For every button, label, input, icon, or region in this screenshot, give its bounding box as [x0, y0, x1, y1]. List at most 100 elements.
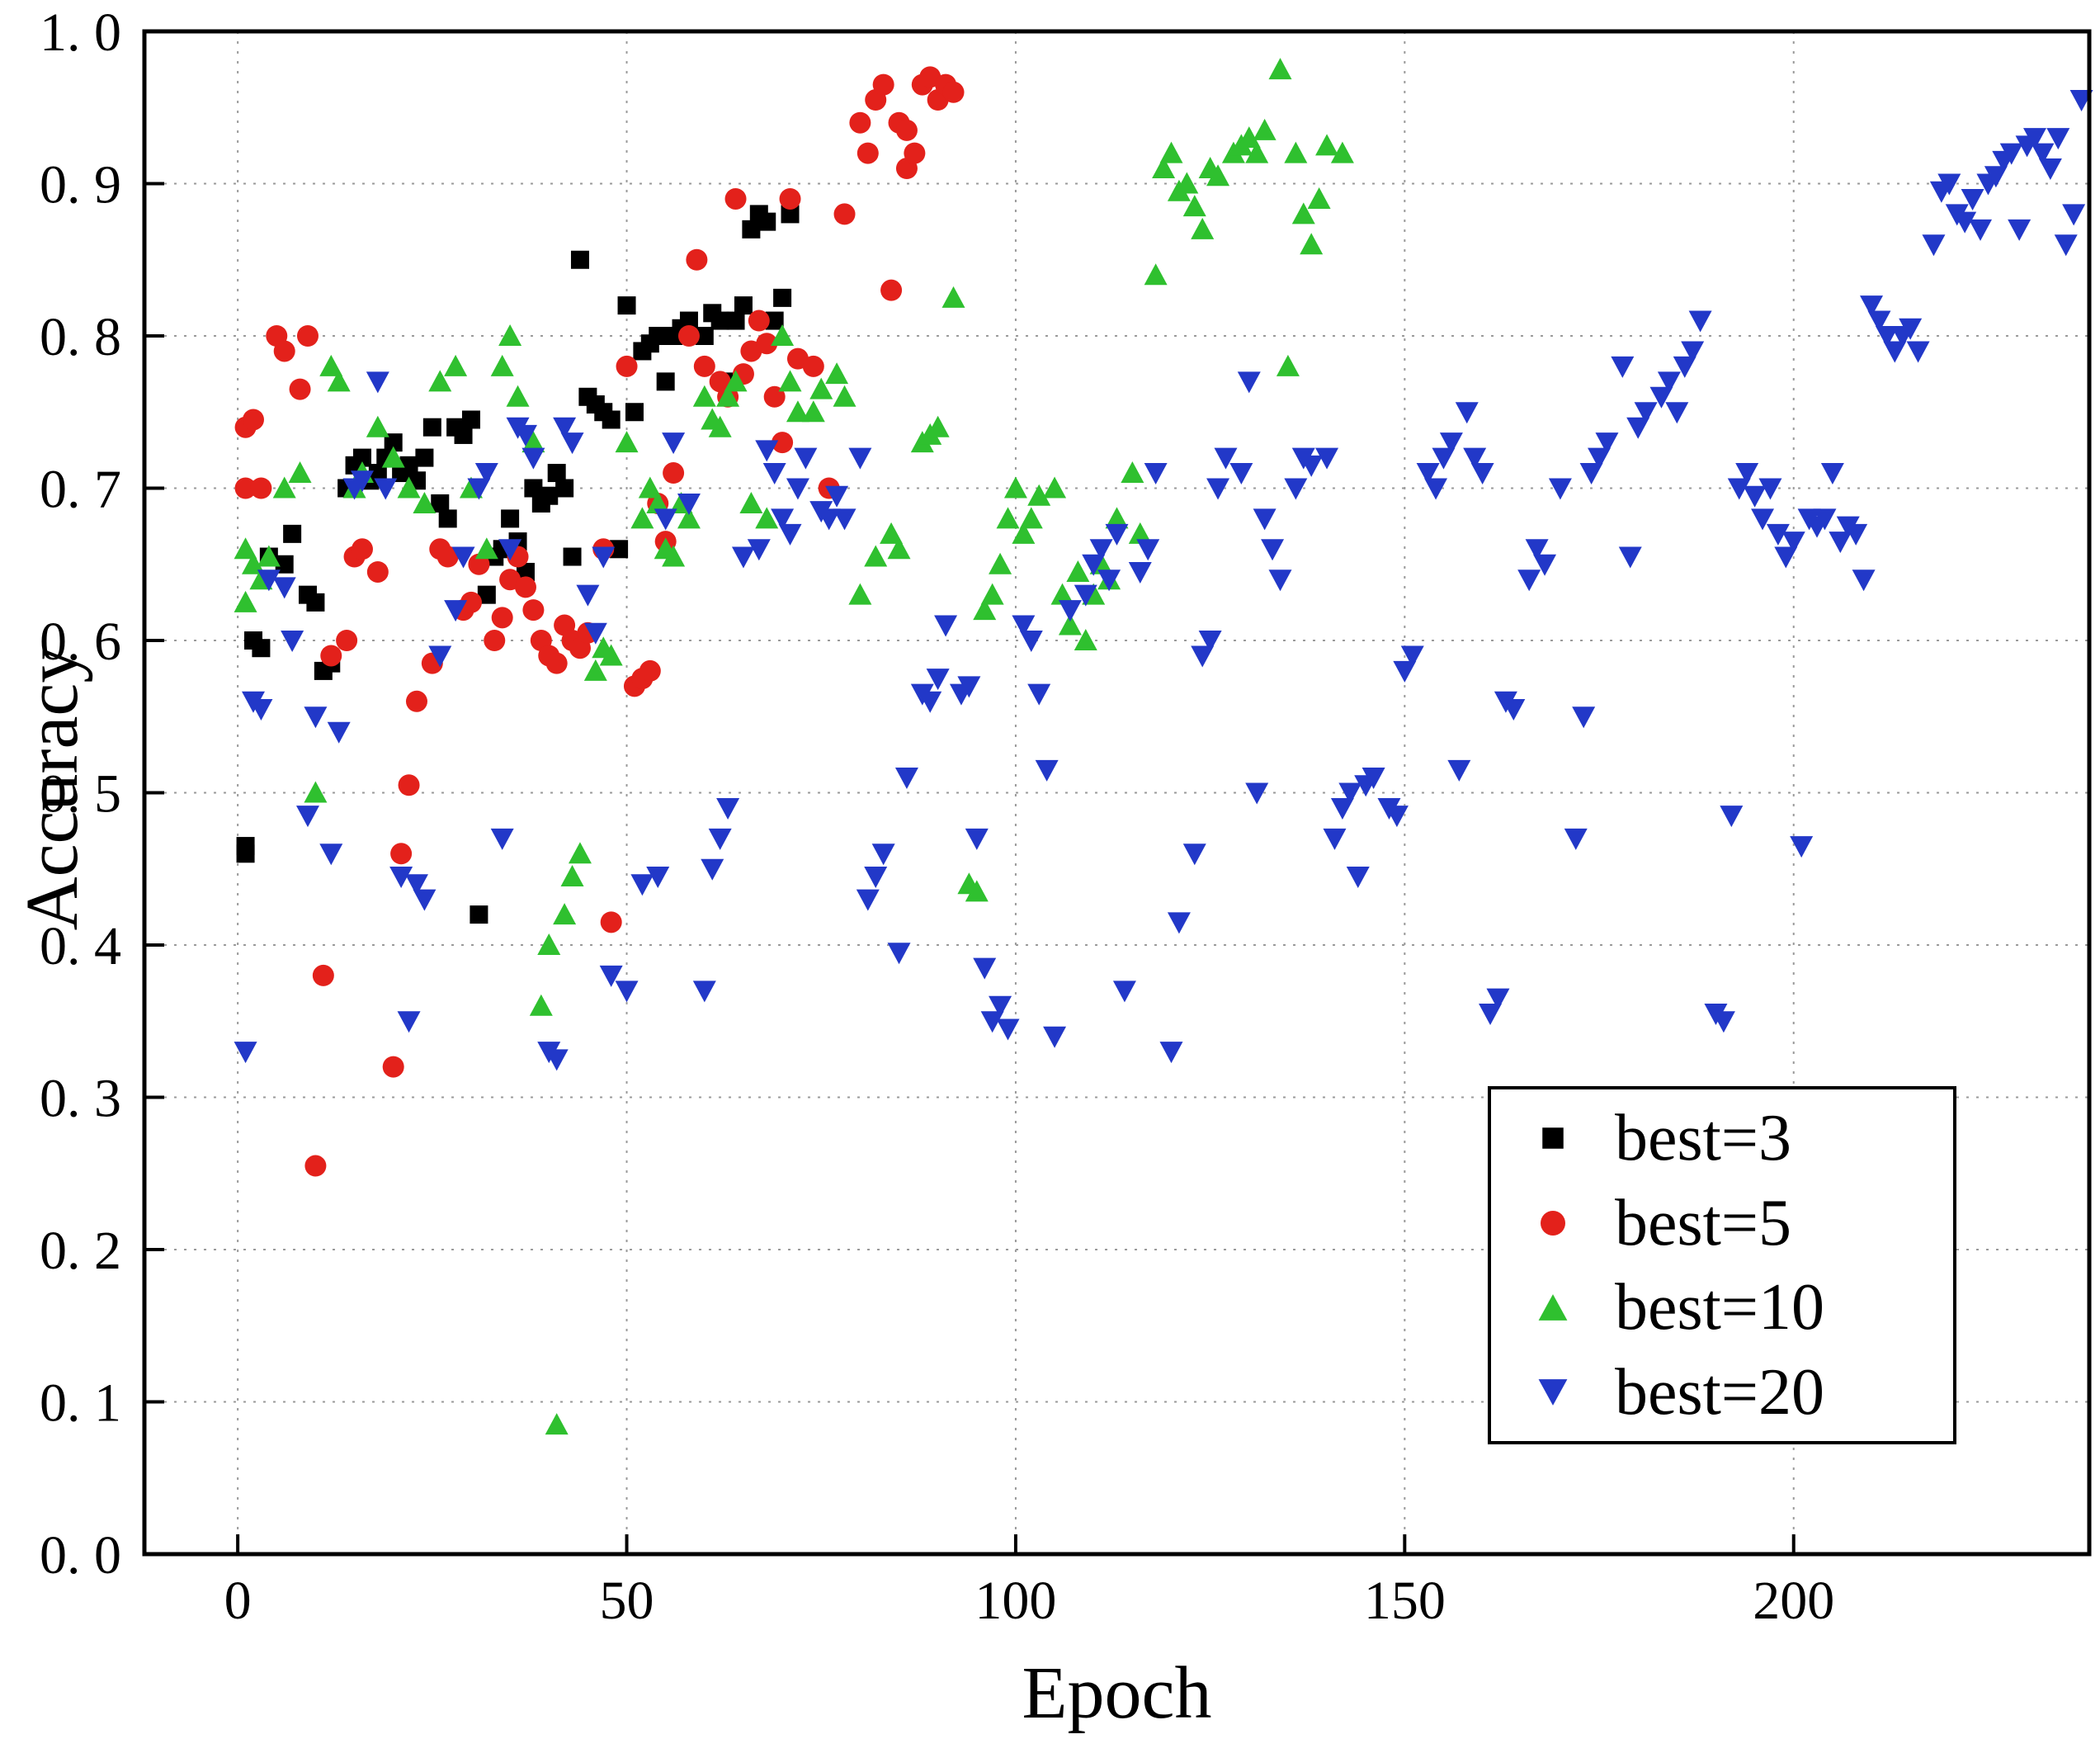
data-point-best-5 — [724, 187, 747, 210]
data-point-best-20 — [413, 889, 437, 911]
data-point-best-3 — [501, 509, 520, 528]
legend-item-best-20: best=20 — [1491, 1351, 1953, 1434]
data-point-best-20 — [716, 797, 740, 820]
data-point-best-20 — [366, 371, 389, 394]
data-point-best-3 — [617, 296, 636, 315]
data-point-best-10 — [755, 507, 779, 529]
data-point-best-10 — [444, 354, 468, 376]
data-point-best-3 — [695, 327, 714, 345]
data-point-best-10 — [1307, 187, 1331, 209]
data-point-best-10 — [926, 415, 950, 437]
data-point-best-20 — [1416, 463, 1440, 485]
data-point-best-10 — [1027, 484, 1051, 506]
data-point-best-5 — [398, 774, 420, 796]
data-point-best-10 — [973, 598, 997, 621]
data-point-best-5 — [748, 310, 770, 332]
data-point-best-10 — [771, 324, 795, 346]
data-point-best-20 — [257, 569, 281, 592]
data-point-best-10 — [1050, 583, 1074, 605]
data-point-best-10 — [1121, 461, 1144, 484]
data-point-best-10 — [304, 781, 328, 803]
data-point-best-20 — [1237, 371, 1261, 394]
data-point-best-20 — [864, 866, 888, 888]
data-point-best-3 — [602, 410, 621, 429]
data-point-best-5 — [779, 187, 801, 210]
data-point-best-20 — [2031, 143, 2055, 165]
data-point-best-20 — [1074, 584, 1097, 607]
data-point-best-20 — [1432, 447, 1456, 470]
data-point-best-3 — [384, 433, 403, 452]
y-tick-label: 1. 0 — [40, 2, 121, 63]
data-point-best-20 — [1595, 432, 1619, 455]
data-point-best-20 — [553, 417, 577, 439]
data-point-best-20 — [1720, 806, 1744, 828]
data-point-best-10 — [428, 370, 452, 392]
data-point-best-5 — [320, 645, 342, 667]
data-point-best-20 — [934, 615, 958, 637]
legend-label-best-10: best=10 — [1615, 1271, 1824, 1344]
data-point-best-20 — [1300, 455, 1324, 477]
data-point-best-10 — [1253, 118, 1277, 140]
x-tick-label: 200 — [1753, 1571, 1834, 1631]
circle-marker-icon — [1491, 1208, 1615, 1238]
data-point-best-20 — [1969, 219, 1993, 241]
data-point-best-20 — [2008, 219, 2032, 241]
data-point-best-10 — [545, 1413, 569, 1435]
data-point-best-20 — [1999, 143, 2023, 165]
data-point-best-20 — [1191, 645, 1215, 668]
data-point-best-3 — [415, 448, 434, 467]
y-tick-label: 0. 3 — [40, 1069, 121, 1129]
data-point-best-10 — [319, 354, 343, 376]
data-point-best-5 — [234, 477, 257, 499]
data-point-best-20 — [397, 1011, 421, 1033]
data-point-best-3 — [773, 288, 792, 307]
data-point-best-20 — [1548, 478, 1572, 500]
data-point-best-10 — [397, 476, 421, 499]
data-point-best-20 — [319, 844, 343, 866]
data-point-best-20 — [1727, 478, 1751, 500]
data-point-best-20 — [1385, 806, 1409, 828]
data-point-best-10 — [739, 491, 763, 513]
data-point-best-20 — [545, 1049, 569, 1071]
data-point-best-20 — [918, 691, 942, 713]
data-point-best-10 — [366, 415, 389, 437]
data-point-best-3 — [252, 639, 271, 658]
data-point-best-20 — [1766, 523, 1790, 546]
data-point-best-3 — [283, 524, 302, 543]
data-point-best-3 — [734, 296, 753, 315]
data-point-best-10 — [1330, 141, 1354, 163]
data-point-best-20 — [755, 440, 779, 462]
data-point-best-10 — [1206, 164, 1230, 187]
square-marker-icon — [1491, 1124, 1615, 1152]
data-point-best-10 — [599, 644, 623, 666]
data-point-best-20 — [560, 432, 584, 455]
data-point-best-20 — [926, 669, 950, 691]
data-point-best-3 — [656, 372, 675, 391]
data-point-best-20 — [2023, 128, 2047, 150]
data-point-best-10 — [506, 385, 530, 407]
x-tick-label: 0 — [224, 1571, 252, 1631]
data-point-best-20 — [871, 844, 895, 866]
data-point-best-20 — [583, 622, 607, 645]
data-point-best-10 — [272, 476, 296, 499]
data-point-best-20 — [1774, 546, 1798, 569]
data-point-best-10 — [724, 370, 748, 392]
data-point-best-3 — [454, 425, 473, 444]
data-point-best-20 — [599, 965, 623, 987]
data-point-best-10 — [692, 385, 716, 407]
data-point-best-10 — [529, 994, 553, 1016]
data-point-best-10 — [615, 431, 639, 453]
data-point-best-20 — [327, 721, 351, 744]
data-point-best-20 — [1961, 188, 1984, 210]
data-point-best-10 — [848, 583, 872, 605]
data-point-best-10 — [257, 545, 281, 567]
data-point-best-20 — [1867, 310, 1891, 333]
data-point-best-20 — [1564, 828, 1588, 850]
data-point-best-10 — [662, 545, 686, 567]
data-point-best-3 — [470, 905, 488, 924]
data-point-best-20 — [1820, 463, 1844, 485]
data-point-best-10 — [490, 354, 514, 376]
data-point-best-5 — [895, 119, 918, 141]
data-point-best-3 — [540, 486, 559, 505]
data-point-best-20 — [404, 874, 428, 896]
